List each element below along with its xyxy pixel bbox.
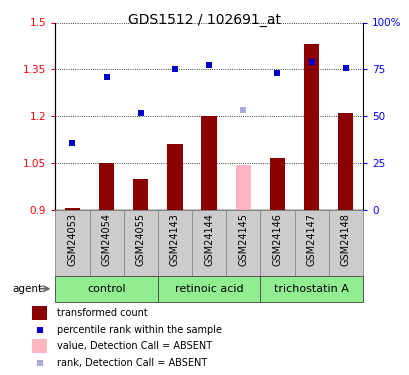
- Text: GSM24147: GSM24147: [306, 213, 316, 266]
- Point: [205, 62, 212, 68]
- Point: [342, 65, 348, 71]
- Text: percentile rank within the sample: percentile rank within the sample: [56, 325, 221, 335]
- Point: [103, 74, 110, 80]
- Point: [69, 140, 76, 146]
- Bar: [65, 209, 80, 210]
- Bar: [260, 276, 362, 302]
- Text: control: control: [87, 284, 126, 294]
- Bar: [260, 210, 294, 276]
- Point: [171, 66, 178, 72]
- Bar: [201, 116, 216, 210]
- Text: GDS1512 / 102691_at: GDS1512 / 102691_at: [128, 13, 281, 27]
- Bar: [55, 276, 157, 302]
- Bar: [167, 144, 182, 210]
- Point: [274, 69, 280, 75]
- Text: retinoic acid: retinoic acid: [174, 284, 243, 294]
- Bar: [303, 44, 319, 210]
- Bar: [157, 210, 191, 276]
- Point: [308, 58, 314, 64]
- Text: trichostatin A: trichostatin A: [274, 284, 348, 294]
- Bar: [157, 276, 260, 302]
- Bar: [32, 339, 47, 353]
- Text: transformed count: transformed count: [56, 308, 147, 318]
- Point: [137, 110, 144, 116]
- Bar: [269, 159, 284, 210]
- Bar: [133, 179, 148, 210]
- Point: [36, 327, 43, 333]
- Bar: [124, 210, 157, 276]
- Text: GSM24055: GSM24055: [135, 213, 146, 266]
- Bar: [89, 210, 124, 276]
- Text: GSM24146: GSM24146: [272, 213, 282, 266]
- Text: GSM24053: GSM24053: [67, 213, 77, 266]
- Text: GSM24148: GSM24148: [340, 213, 350, 266]
- Bar: [235, 165, 250, 210]
- Bar: [191, 210, 226, 276]
- Text: value, Detection Call = ABSENT: value, Detection Call = ABSENT: [56, 341, 211, 351]
- Bar: [55, 210, 89, 276]
- Text: GSM24145: GSM24145: [238, 213, 248, 266]
- Text: GSM24143: GSM24143: [169, 213, 180, 266]
- Point: [36, 360, 43, 366]
- Bar: [226, 210, 260, 276]
- Bar: [32, 306, 47, 320]
- Text: agent: agent: [12, 284, 42, 294]
- Text: rank, Detection Call = ABSENT: rank, Detection Call = ABSENT: [56, 358, 207, 368]
- Bar: [99, 163, 114, 210]
- Text: GSM24054: GSM24054: [101, 213, 111, 266]
- Bar: [294, 210, 328, 276]
- Point: [239, 107, 246, 113]
- Bar: [328, 210, 362, 276]
- Text: GSM24144: GSM24144: [204, 213, 213, 266]
- Bar: [337, 113, 353, 210]
